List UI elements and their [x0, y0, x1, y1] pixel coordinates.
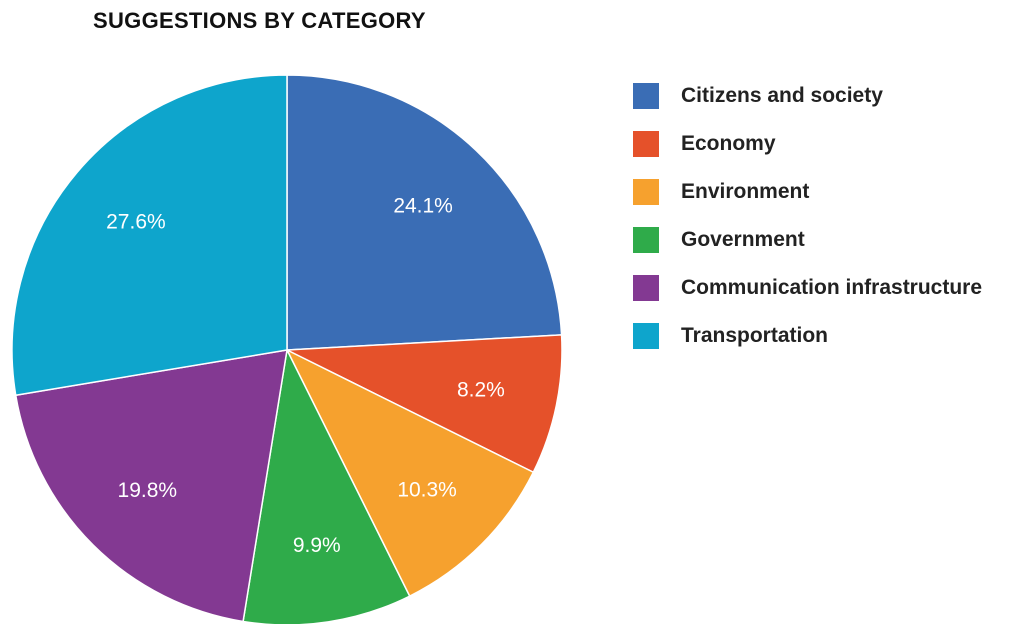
legend-item-communication-infrastructure: Communication infrastructure [633, 264, 982, 312]
legend-item-economy: Economy [633, 120, 982, 168]
pie-slice-environment [285, 348, 535, 598]
legend-swatch [633, 131, 659, 157]
legend-label: Government [681, 228, 805, 251]
pie-slice-government [242, 347, 411, 624]
legend-swatch [633, 83, 659, 109]
legend-label: Transportation [681, 324, 829, 347]
pie-slice-transportation [11, 74, 288, 397]
chart-legend: Citizens and society Economy Environment… [633, 72, 982, 360]
chart-title: SUGGESTIONS BY CATEGORY [93, 8, 426, 33]
slice-label-economy: 8.2% [457, 378, 505, 401]
legend-swatch [633, 323, 659, 349]
pie-slice-communication-infrastructure [14, 349, 288, 623]
pie-slice-economy [284, 334, 563, 474]
pie-slice-citizens-and-society [286, 74, 563, 351]
legend-item-government: Government [633, 216, 982, 264]
legend-item-citizens-and-society: Citizens and society [633, 72, 982, 120]
legend-swatch [633, 179, 659, 205]
slice-label-environment: 10.3% [397, 478, 457, 501]
slice-label-citizens-and-society: 24.1% [393, 195, 453, 218]
legend-label: Environment [681, 180, 810, 203]
legend-swatch [633, 227, 659, 253]
slice-label-transportation: 27.6% [106, 211, 166, 234]
legend-item-transportation: Transportation [633, 312, 982, 360]
slice-label-communication-infrastructure: 19.8% [118, 479, 178, 502]
legend-item-environment: Environment [633, 168, 982, 216]
pie-chart: 24.1% 8.2% 10.3% 9.9% 19.8% 27.6% [11, 74, 563, 624]
legend-label: Economy [681, 132, 776, 155]
legend-label: Communication infrastructure [681, 276, 983, 299]
slice-label-government: 9.9% [293, 534, 341, 557]
legend-swatch [633, 275, 659, 301]
legend-label: Citizens and society [681, 84, 883, 107]
